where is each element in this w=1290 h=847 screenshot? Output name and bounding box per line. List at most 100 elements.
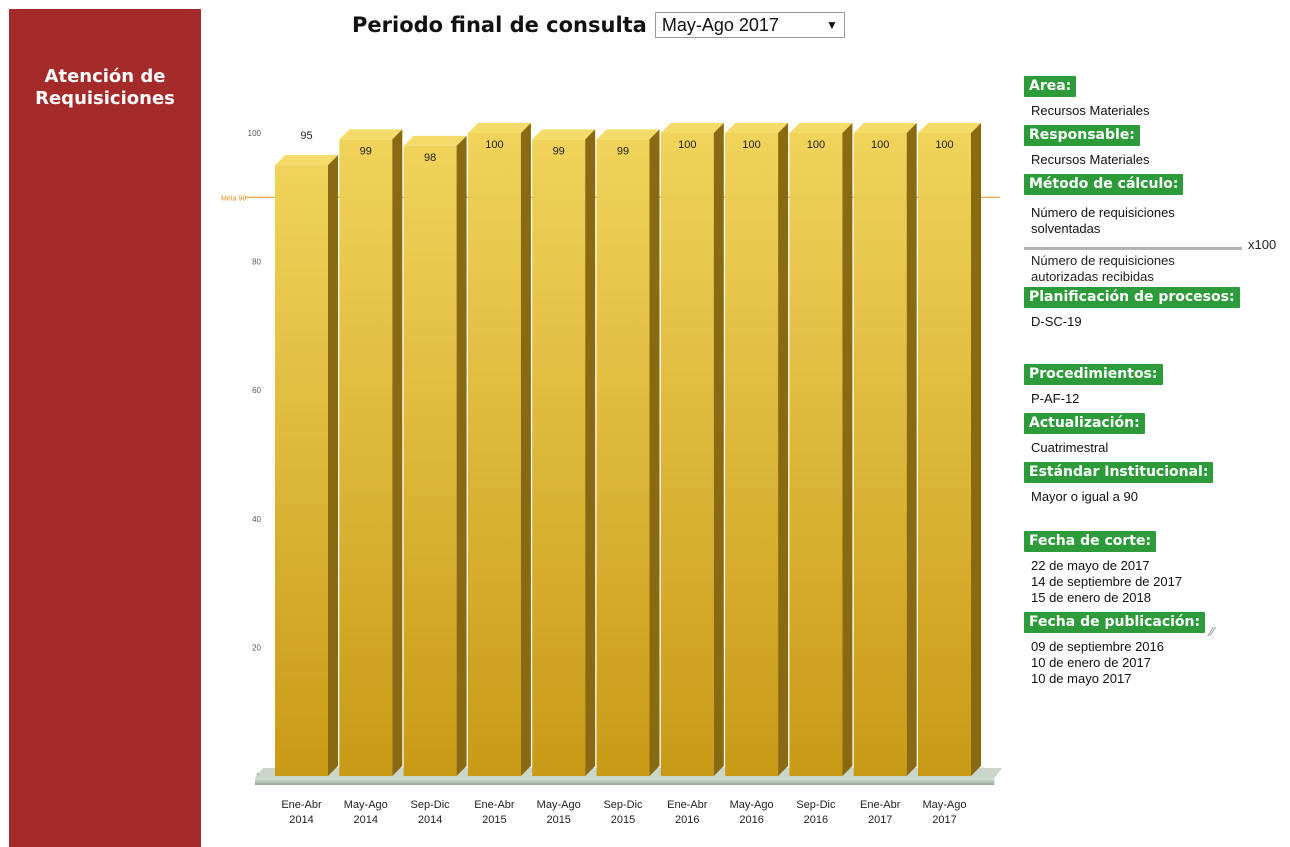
bar-side-face (649, 129, 660, 776)
actualizacion-tag: Actualización: (1024, 413, 1145, 434)
bar-side-face (713, 123, 724, 776)
planificacion-tag: Planificación de procesos: (1024, 287, 1240, 308)
bar-value-label: 99 (360, 145, 372, 157)
formula-fraction: x100 Número de requisiciones autorizadas… (1024, 237, 1284, 284)
resize-handle-icon[interactable]: ⁄⁄ (1210, 624, 1215, 639)
actualizacion-value: Cuatrimestral (1031, 440, 1109, 455)
bar (853, 133, 907, 776)
estandar-tag: Estándar Institucional: (1024, 462, 1214, 483)
x-tick-label-year: 2015 (482, 814, 506, 826)
sidebar: Atención de Requisiciones (9, 9, 201, 847)
bar (339, 139, 393, 776)
fecha-publicacion-tag: Fecha de publicación: (1024, 612, 1206, 633)
y-tick-label: 40 (252, 515, 261, 524)
formula-denominator: Número de requisiciones autorizadas reci… (1031, 253, 1175, 284)
bar-value-label: 100 (807, 139, 825, 151)
bar (275, 165, 328, 776)
bar-side-face (906, 123, 917, 776)
x-tick-label-year: 2016 (739, 814, 763, 826)
bar-top-face (403, 135, 467, 146)
x-tick-label: May-Ago (537, 799, 581, 811)
bar-value-label: 100 (485, 139, 503, 151)
x-tick-label: Ene-Abr (667, 799, 708, 811)
x-tick-label-year: 2014 (289, 814, 313, 826)
x-tick-label-year: 2015 (546, 814, 570, 826)
bar-top-face (275, 155, 338, 166)
y-tick-label: 100 (248, 129, 262, 138)
bar-side-face (520, 123, 531, 776)
procedimientos-tag: Procedimientos: (1024, 364, 1163, 385)
bar (467, 133, 521, 776)
formula-numerator: Número de requisiciones solventadas (1031, 205, 1175, 236)
period-select-value: May-Ago 2017 (661, 14, 779, 35)
bar-top-face (853, 123, 917, 133)
bar (403, 145, 457, 777)
period-select[interactable]: May-Ago 2017 ▼ (654, 12, 845, 38)
x-tick-label-year: 2014 (418, 814, 442, 826)
chart-floor-front (255, 778, 995, 785)
x-tick-label-year: 2015 (611, 814, 635, 826)
bar (596, 139, 650, 776)
period-selector-row: Periodo final de consulta May-Ago 2017 ▼ (352, 10, 845, 40)
x-tick-label-year: 2017 (868, 814, 892, 826)
fecha-publicacion-values: 09 de septiembre 2016 10 de enero de 201… (1031, 639, 1164, 686)
bar-value-label: 100 (742, 139, 760, 151)
bar-value-label: 99 (553, 145, 565, 157)
y-tick-label: 20 (252, 643, 261, 652)
period-label: Periodo final de consulta (352, 13, 647, 37)
bar-top-face (339, 129, 403, 140)
chevron-down-icon: ▼ (825, 18, 838, 32)
bar-side-face (456, 135, 467, 777)
x-tick-label-year: 2016 (675, 814, 699, 826)
bar (532, 139, 586, 776)
x-tick-label-year: 2017 (932, 814, 956, 826)
x-tick-label: May-Ago (730, 799, 774, 811)
planificacion-value: D-SC-19 (1031, 314, 1082, 329)
bar-side-face (328, 155, 338, 776)
y-tick-label: 60 (252, 386, 261, 395)
bar-top-face (789, 123, 853, 133)
bar-value-label: 100 (935, 139, 953, 151)
bar-side-face (971, 123, 981, 776)
bar-value-label: 99 (617, 145, 629, 157)
bar-value-label: 95 (300, 130, 312, 142)
estandar-value: Mayor o igual a 90 (1031, 489, 1138, 504)
metodo-tag: Método de cálculo: (1024, 174, 1184, 195)
fecha-corte-tag: Fecha de corte: (1024, 531, 1157, 552)
bar (725, 133, 779, 776)
responsable-value: Recursos Materiales (1031, 152, 1150, 167)
procedimientos-value: P-AF-12 (1031, 391, 1080, 406)
bar-top-face (918, 123, 981, 133)
fraction-line (1024, 247, 1242, 250)
bar-top-face (532, 129, 596, 140)
area-value: Recursos Materiales (1031, 103, 1150, 118)
y-tick-label: 80 (252, 258, 261, 267)
goal-label: Meta 90 (221, 195, 246, 202)
x-tick-label: May-Ago (922, 799, 966, 811)
x-tick-label: Sep-Dic (603, 799, 643, 811)
bar (660, 133, 714, 776)
x-tick-label: May-Ago (344, 799, 388, 811)
x-tick-label: Ene-Abr (860, 799, 901, 811)
bar (789, 133, 843, 776)
bar-top-face (467, 123, 531, 133)
bar-top-face (725, 123, 789, 133)
x-tick-label: Ene-Abr (474, 799, 515, 811)
bar-value-label: 100 (871, 139, 889, 151)
formula-multiplier: x100 (1248, 237, 1277, 252)
indicator-info-panel: Area: Recursos Materiales Responsable: R… (1024, 76, 1284, 687)
x-tick-label: Sep-Dic (796, 799, 836, 811)
bar-side-face (585, 129, 596, 776)
bar (918, 133, 971, 776)
x-tick-label: Ene-Abr (281, 799, 322, 811)
fecha-corte-values: 22 de mayo de 2017 14 de septiembre de 2… (1031, 558, 1183, 605)
bar-side-face (392, 129, 403, 776)
x-tick-label-year: 2016 (804, 814, 828, 826)
bar-top-face (596, 129, 660, 140)
area-tag: Area: (1024, 76, 1077, 97)
bar-value-label: 98 (424, 152, 436, 164)
x-tick-label: Sep-Dic (411, 799, 451, 811)
bar-side-face (842, 123, 853, 776)
responsable-tag: Responsable: (1024, 125, 1140, 146)
indicator-title: Atención de Requisiciones (35, 66, 175, 109)
